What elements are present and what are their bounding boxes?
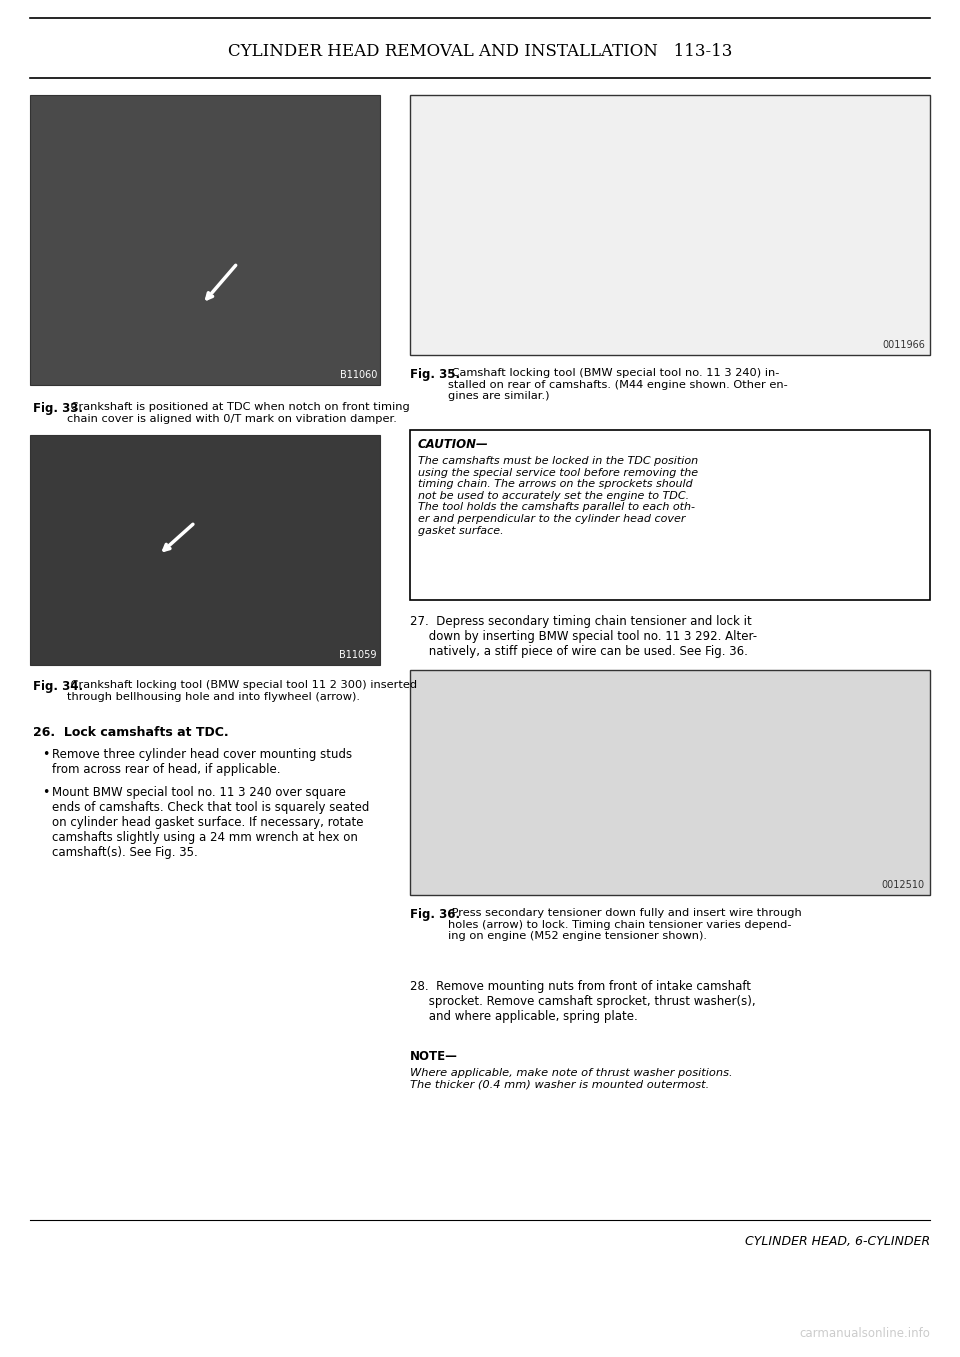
Text: 28.  Remove mounting nuts from front of intake camshaft
     sprocket. Remove ca: 28. Remove mounting nuts from front of i… (410, 980, 756, 1023)
Text: 26.  Lock camshafts at TDC.: 26. Lock camshafts at TDC. (33, 726, 228, 740)
Text: 0012510: 0012510 (882, 879, 925, 890)
Text: Fig. 35.: Fig. 35. (410, 368, 460, 381)
Text: NOTE—: NOTE— (410, 1050, 458, 1063)
FancyBboxPatch shape (410, 95, 930, 356)
Text: Press secondary tensioner down fully and insert wire through
holes (arrow) to lo: Press secondary tensioner down fully and… (448, 908, 802, 942)
Text: The camshafts must be locked in the TDC position
using the special service tool : The camshafts must be locked in the TDC … (418, 456, 698, 536)
Text: •: • (42, 748, 49, 761)
FancyBboxPatch shape (30, 95, 380, 385)
Text: CYLINDER HEAD, 6-CYLINDER: CYLINDER HEAD, 6-CYLINDER (745, 1235, 930, 1248)
Text: Camshaft locking tool (BMW special tool no. 11 3 240) in-
stalled on rear of cam: Camshaft locking tool (BMW special tool … (448, 368, 788, 402)
Text: Mount BMW special tool no. 11 3 240 over square
ends of camshafts. Check that to: Mount BMW special tool no. 11 3 240 over… (52, 786, 370, 859)
Text: Fig. 36.: Fig. 36. (410, 908, 460, 921)
Text: Remove three cylinder head cover mounting studs
from across rear of head, if app: Remove three cylinder head cover mountin… (52, 748, 352, 776)
Text: •: • (42, 786, 49, 799)
FancyBboxPatch shape (410, 670, 930, 896)
Text: Fig. 34.: Fig. 34. (33, 680, 84, 693)
Text: CYLINDER HEAD REMOVAL AND INSTALLATION   113-13: CYLINDER HEAD REMOVAL AND INSTALLATION 1… (228, 43, 732, 61)
FancyBboxPatch shape (30, 436, 380, 665)
Text: Crankshaft is positioned at TDC when notch on front timing
chain cover is aligne: Crankshaft is positioned at TDC when not… (67, 402, 410, 423)
Text: carmanualsonline.info: carmanualsonline.info (799, 1327, 930, 1339)
Text: Where applicable, make note of thrust washer positions.
The thicker (0.4 mm) was: Where applicable, make note of thrust wa… (410, 1068, 732, 1090)
Text: B11059: B11059 (340, 650, 377, 660)
FancyBboxPatch shape (410, 430, 930, 600)
Text: 27.  Depress secondary timing chain tensioner and lock it
     down by inserting: 27. Depress secondary timing chain tensi… (410, 615, 757, 658)
Text: 0011966: 0011966 (882, 341, 925, 350)
Text: Fig. 33.: Fig. 33. (33, 402, 83, 415)
Text: B11060: B11060 (340, 370, 377, 380)
Text: Crankshaft locking tool (BMW special tool 11 2 300) inserted
through bellhousing: Crankshaft locking tool (BMW special too… (67, 680, 418, 702)
Text: CAUTION—: CAUTION— (418, 438, 489, 451)
